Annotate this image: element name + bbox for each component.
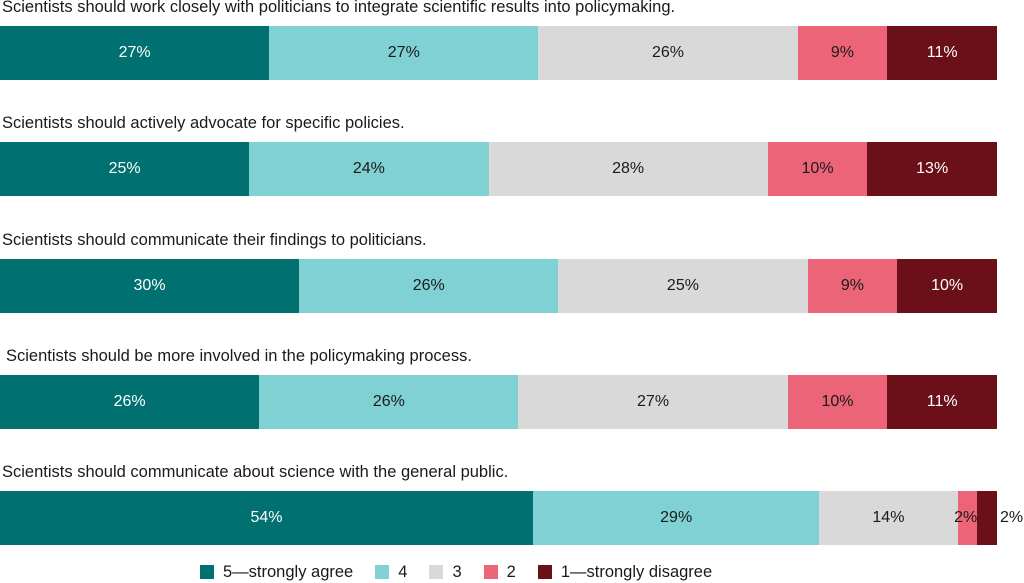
legend-item: 3 bbox=[429, 562, 462, 582]
data-label: 27% bbox=[118, 44, 151, 61]
row-title: Scientists should actively advocate for … bbox=[2, 114, 405, 132]
data-label: 26% bbox=[651, 44, 684, 61]
legend-item: 4 bbox=[375, 563, 407, 582]
bar-segment bbox=[488, 142, 768, 196]
row-title: Scientists should communicate about scie… bbox=[2, 463, 509, 481]
bar-segment bbox=[867, 142, 997, 196]
bar-segment bbox=[558, 259, 808, 313]
data-label: 14% bbox=[872, 509, 905, 526]
bar-segment bbox=[957, 491, 978, 545]
bar-segment bbox=[0, 142, 250, 196]
data-label: 54% bbox=[250, 509, 283, 526]
data-label: 27% bbox=[387, 44, 420, 61]
bar-segment bbox=[807, 259, 898, 313]
bar-segment bbox=[269, 26, 539, 80]
data-label: 9% bbox=[840, 277, 864, 294]
bar-segment bbox=[259, 375, 519, 429]
data-label: 25% bbox=[666, 277, 699, 294]
chart-legend: 5—strongly agree 4 3 2 1—strongly disagree bbox=[200, 562, 734, 582]
data-label: 26% bbox=[412, 277, 445, 294]
data-label: 28% bbox=[612, 160, 645, 177]
row-title: Scientists should work closely with poli… bbox=[2, 0, 676, 16]
legend-item: 5—strongly agree bbox=[200, 563, 353, 582]
data-label: 26% bbox=[372, 393, 405, 410]
legend-label: 5—strongly agree bbox=[223, 562, 354, 581]
legend-swatch bbox=[483, 565, 498, 579]
bar-segment bbox=[887, 26, 997, 80]
row-title: Scientists should be more involved in th… bbox=[6, 347, 472, 365]
bar-segment bbox=[249, 142, 489, 196]
data-label: 27% bbox=[637, 393, 670, 410]
bar-segment bbox=[767, 142, 868, 196]
data-label: 29% bbox=[660, 509, 693, 526]
data-label: 26% bbox=[113, 393, 146, 410]
legend-item: 2 bbox=[483, 562, 516, 582]
bar-segment bbox=[0, 375, 260, 429]
data-label: 2% bbox=[954, 509, 978, 526]
bar-segment bbox=[797, 26, 888, 80]
bar-segment bbox=[977, 491, 997, 545]
legend-swatch bbox=[200, 565, 214, 579]
bar-segment bbox=[0, 491, 534, 545]
data-label: 9% bbox=[830, 44, 855, 61]
bar-segment bbox=[299, 259, 559, 313]
legend-item: 1—strongly disagree bbox=[537, 562, 713, 582]
legend-label: 2 bbox=[506, 562, 516, 581]
legend-swatch bbox=[429, 565, 444, 579]
data-label: 10% bbox=[801, 160, 834, 177]
bar-segment bbox=[819, 491, 958, 545]
bar-segment bbox=[787, 375, 888, 429]
legend-swatch bbox=[375, 565, 390, 579]
bar-segment bbox=[518, 375, 788, 429]
bar-segment bbox=[887, 375, 997, 429]
data-label: 2% bbox=[1000, 509, 1024, 526]
bar-segment bbox=[897, 259, 997, 313]
row-title: Scientists should communicate their find… bbox=[2, 231, 427, 249]
bar-segment bbox=[0, 26, 270, 80]
bar-segment bbox=[533, 491, 820, 545]
data-label: 13% bbox=[916, 160, 949, 177]
legend-label: 1—strongly disagree bbox=[560, 562, 713, 581]
bar-segment bbox=[0, 259, 300, 313]
data-label: 10% bbox=[931, 277, 964, 294]
data-label: 30% bbox=[133, 277, 166, 294]
data-label: 24% bbox=[352, 160, 385, 177]
legend-label: 3 bbox=[452, 562, 462, 581]
data-label: 11% bbox=[926, 44, 958, 61]
data-label: 11% bbox=[926, 393, 958, 410]
data-label: 10% bbox=[821, 393, 854, 410]
bar-segment bbox=[538, 26, 798, 80]
data-label: 25% bbox=[108, 160, 141, 177]
legend-label: 4 bbox=[398, 562, 408, 581]
legend-swatch bbox=[537, 565, 552, 579]
